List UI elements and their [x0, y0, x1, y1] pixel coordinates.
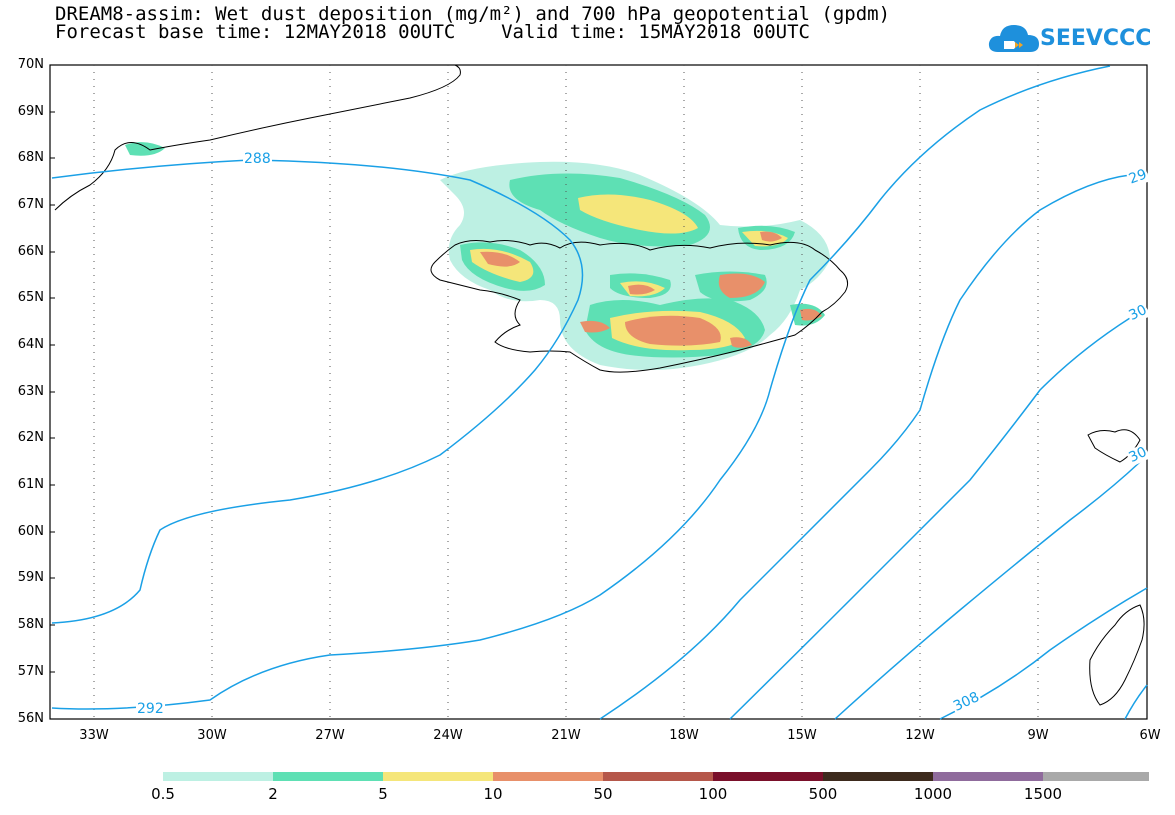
lat-label: 60N	[17, 524, 44, 539]
map-subtitle: Forecast base time: 12MAY2018 00UTC Vali…	[55, 21, 810, 43]
lon-label: 21W	[551, 728, 581, 743]
colorbar-swatch-3	[493, 772, 603, 781]
map-frame	[49, 64, 1148, 720]
lat-label: 65N	[17, 290, 44, 305]
dust-shade-10e	[580, 320, 610, 333]
dust-shade-5	[578, 194, 698, 234]
colorbar-label: 50	[593, 785, 613, 803]
colorbar-label: 2	[268, 785, 278, 803]
logo-text: SEEVCCC	[1040, 26, 1152, 51]
colorbar-label: 5	[378, 785, 388, 803]
lat-label: 59N	[17, 570, 44, 585]
lat-label: 64N	[17, 337, 44, 352]
colorbar-swatch-6	[823, 772, 933, 781]
colorbar-swatch-7	[933, 772, 1043, 781]
lat-label: 61N	[17, 477, 44, 492]
coastlines	[54, 64, 1145, 706]
lon-label: 6W	[1139, 728, 1161, 743]
lat-label: 69N	[17, 104, 44, 119]
colorbar-label: 1000	[913, 785, 953, 803]
lon-label: 30W	[197, 728, 227, 743]
iceland-coast	[430, 240, 849, 373]
colorbar-swatch-1	[273, 772, 383, 781]
lat-label: 62N	[17, 430, 44, 445]
colorbar-swatch-5	[713, 772, 823, 781]
colorbar-swatch-0	[163, 772, 273, 781]
colorbar-label: 1500	[1023, 785, 1063, 803]
lat-label: 67N	[17, 197, 44, 212]
dust-shade-10	[625, 315, 721, 346]
colorbar-swatch-8	[1043, 772, 1149, 781]
dust-shade-10h	[730, 337, 752, 348]
dust-deposition-shading	[125, 142, 830, 370]
lat-label: 58N	[17, 617, 44, 632]
contour-label-288: 288	[243, 151, 272, 167]
cloud-icon	[988, 25, 1039, 52]
colorbar	[163, 772, 1149, 781]
colorbar-swatch-2	[383, 772, 493, 781]
contour-304	[834, 461, 1141, 720]
lat-label: 56N	[17, 711, 44, 726]
lat-label: 66N	[17, 244, 44, 259]
scotland-coast	[1089, 604, 1145, 706]
lat-label: 63N	[17, 384, 44, 399]
contour-288	[51, 159, 584, 624]
seevccc-logo: SEEVCCC	[988, 20, 1151, 60]
lon-label: 18W	[669, 728, 699, 743]
contour-312	[1124, 684, 1148, 720]
colorbar-label: 500	[808, 785, 838, 803]
lon-label: 27W	[315, 728, 345, 743]
lon-label: 33W	[79, 728, 109, 743]
lat-label: 70N	[17, 57, 44, 72]
faroe-islands	[1087, 429, 1141, 463]
graticule	[93, 65, 1039, 719]
colorbar-label: 100	[698, 785, 728, 803]
colorbar-label: 0.5	[151, 785, 175, 803]
lon-label: 24W	[433, 728, 463, 743]
lat-label: 68N	[17, 150, 44, 165]
contour-label-292: 292	[136, 701, 165, 717]
dust-shade-10b	[718, 273, 765, 298]
lon-label: 9W	[1027, 728, 1049, 743]
lon-label: 15W	[787, 728, 817, 743]
contour-296	[599, 174, 1131, 720]
greenland-coast	[54, 64, 461, 211]
dust-shade-10d	[628, 284, 655, 295]
lat-label: 57N	[17, 664, 44, 679]
contour-300	[729, 317, 1131, 720]
dust-shade-2h	[125, 142, 165, 156]
map-title: DREAM8-assim: Wet dust deposition (mg/m²…	[55, 3, 891, 25]
colorbar-swatch-4	[603, 772, 713, 781]
colorbar-label: 10	[483, 785, 503, 803]
dust-shade-10c	[480, 251, 520, 267]
contour-292	[51, 65, 1111, 710]
geopotential-contours	[51, 65, 1148, 720]
axis-ticks	[50, 111, 55, 673]
dust-shade-10g	[760, 231, 782, 242]
lon-label: 12W	[905, 728, 935, 743]
